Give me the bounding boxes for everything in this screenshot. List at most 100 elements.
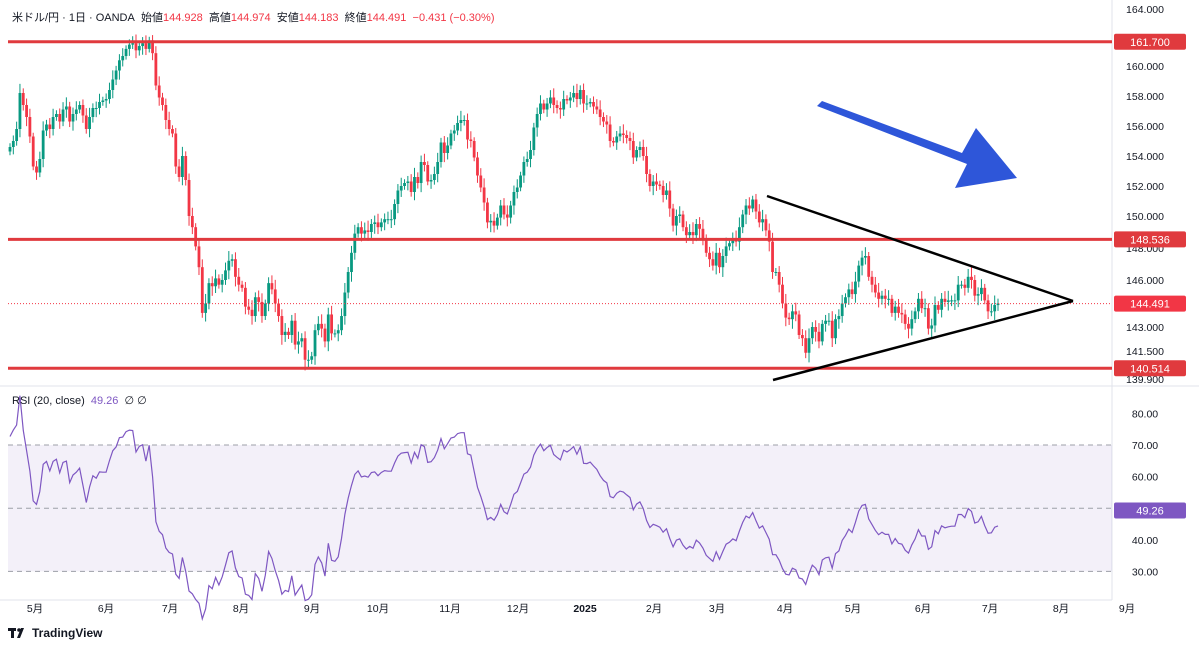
candle-body [379,222,383,228]
time-tick-label: 7月 [982,603,998,615]
candle-body [340,316,343,331]
candle [492,212,496,233]
candle-body [177,166,181,177]
candle-body [993,305,997,312]
open-value: 144.928 [162,12,203,24]
candle-body [545,103,549,110]
candle-body [131,43,135,45]
candle [353,224,357,260]
candle-body [784,303,788,318]
candle-body [486,202,489,223]
candle-body [406,181,410,183]
candle [721,249,725,277]
candle-body [469,139,473,141]
candle [340,308,343,336]
candle [502,198,506,220]
level-price-label: 148.536 [1130,234,1170,246]
candle-body [413,177,416,192]
candle-body [492,220,496,226]
candle-body [230,259,234,261]
candle-body [403,183,406,186]
candle [8,143,12,156]
candle [403,179,406,190]
candle-body [824,320,827,324]
candle [791,304,794,329]
candle-body [108,90,111,99]
candle [247,298,251,315]
candle [333,329,337,338]
candle [207,278,211,310]
candle [51,108,55,136]
candle [661,180,665,203]
candle-body [161,97,164,105]
candle [787,312,791,325]
candle-body [777,272,781,285]
candle-body [980,287,983,295]
candle [638,141,642,158]
candle [678,206,682,223]
candle-body [310,356,314,360]
candle-body [151,40,154,54]
candle-body [224,270,227,280]
candle [522,156,526,183]
candle-body [396,190,400,204]
candle-body [512,192,516,206]
candle [960,280,963,289]
candle-body [585,103,589,105]
candle-body [300,338,304,342]
candle [854,271,857,303]
candle-body [950,300,953,302]
candle [84,108,88,134]
close-value: 144.491 [366,12,407,24]
candle-body [343,292,347,317]
candle [996,298,1000,311]
candle [373,215,377,234]
candle-body [472,141,476,158]
time-tick-label: 10月 [367,603,389,615]
price-tick-label: 150.000 [1126,211,1164,223]
candle-body [373,222,377,224]
candle [134,34,138,59]
candle-body [71,114,75,122]
candle-body [476,157,479,176]
candle-body [751,199,755,209]
candle-body [423,162,426,165]
candle [200,259,204,318]
candle-body [837,316,841,320]
candle [824,314,827,332]
candle [612,137,615,147]
candle-body [953,300,957,302]
candle-body [873,284,877,293]
candle-body [320,323,324,329]
candle-body [84,115,88,129]
candle-body [900,312,904,315]
candle [197,240,201,276]
candle-body [728,243,731,247]
candle-body [966,276,970,288]
candle [436,152,440,183]
candle-body [744,205,748,215]
candle [439,137,443,168]
candle-body [171,129,174,134]
candle-body [346,272,350,293]
candle [68,101,72,128]
candle-body [181,156,184,177]
candle-body [442,142,446,153]
candle [907,317,910,339]
time-tick-label: 8月 [1053,603,1069,615]
candle [860,250,864,276]
candle-body [436,162,440,174]
candle-body [41,130,45,159]
candle-body [539,103,542,114]
candle [728,239,731,251]
tradingview-logo[interactable]: TradingView [8,626,102,640]
candle-body [118,60,121,71]
candle [151,35,154,61]
candle [446,137,450,160]
level-price-label: 140.514 [1130,363,1170,375]
candle [21,88,25,111]
rsi-line [9,395,999,622]
candle-body [462,120,466,121]
candle [61,102,65,127]
